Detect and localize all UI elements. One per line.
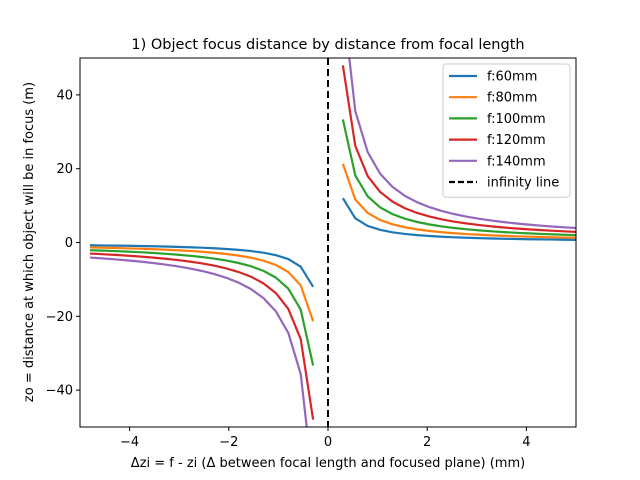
series-line-f-80mm-left — [89, 246, 315, 322]
legend-label: infinity line — [487, 176, 559, 191]
legend-label: f:80mm — [487, 91, 537, 106]
series-line-f-100mm-left — [89, 249, 315, 366]
series-line-f-120mm-right — [341, 65, 576, 233]
series-line-f-60mm-right — [341, 197, 576, 241]
x-tick-label: 0 — [324, 435, 332, 450]
x-tick-label: 2 — [423, 435, 431, 450]
x-tick-label: −4 — [120, 435, 139, 450]
legend-label: f:100mm — [487, 112, 546, 127]
x-tick-label: 4 — [522, 435, 530, 450]
y-tick-label: 0 — [65, 236, 73, 251]
legend-label: f:140mm — [487, 154, 546, 169]
y-tick-label: 40 — [56, 88, 73, 103]
x-tick-label: −2 — [219, 435, 238, 450]
series-line-f-120mm-left — [89, 252, 315, 420]
series-line-f-140mm-left — [89, 256, 308, 427]
y-axis-label: zo = distance at which object will be in… — [22, 82, 37, 402]
y-tick-label: 20 — [56, 162, 73, 177]
legend: f:60mm f:80mm f:100mm f:120mm f:140mm infinit… — [442, 63, 571, 198]
chart-title: 1) Object focus distance by distance fro… — [131, 37, 524, 53]
series-line-f-60mm-left — [89, 244, 315, 288]
y-tick-label: −40 — [46, 384, 73, 399]
series-line-f-140mm-right — [348, 58, 576, 230]
series-layer — [89, 58, 576, 427]
series-line-f-100mm-right — [341, 119, 576, 237]
series-line-f-80mm-right — [341, 163, 576, 239]
legend-label: f:60mm — [487, 70, 537, 85]
y-tick-label: −20 — [46, 310, 73, 325]
x-axis-label: Δzi = f - zi (Δ between focal length and… — [131, 456, 525, 471]
legend-label: f:120mm — [487, 133, 546, 148]
